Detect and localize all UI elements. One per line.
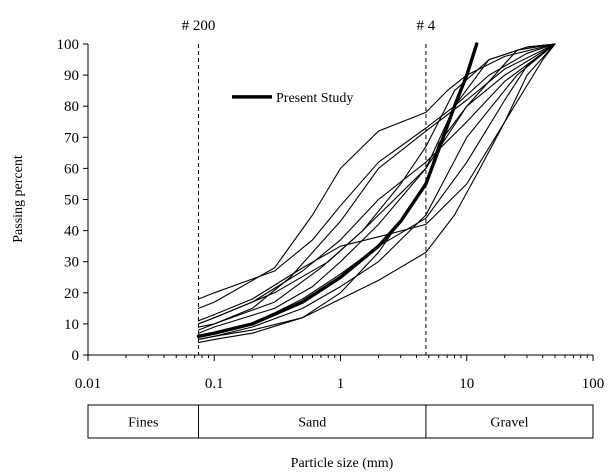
legend-label: Present Study [276,91,353,106]
y-tick-label: 30 [64,255,79,271]
y-tick-label: 80 [64,99,79,115]
gradation-curve [197,43,556,344]
sieve-lines: # 200 # 4 [182,18,436,355]
y-tick-label: 50 [64,193,79,209]
soil-class-label: Sand [298,416,326,431]
y-tick-label: 90 [64,68,79,84]
gradation-curve [197,43,556,325]
y-tick-label: 60 [64,161,79,177]
gradation-curve [197,43,556,340]
y-tick-label: 70 [64,130,79,146]
soil-class-frame [87,404,594,439]
y-tick-label: 20 [64,286,79,302]
gradation-curve [197,43,556,328]
x-tick-label: 0.01 [75,376,101,392]
axes: 0 10 20 30 40 50 60 70 80 90 100 0.01 0.1 1 10 100 [57,37,605,392]
y-axis-title: Passing percent [11,155,26,243]
x-tick-label: 10 [459,376,474,392]
x-axis-title: Particle size (mm) [291,456,394,471]
y-tick-label: 40 [64,224,79,240]
gradation-curve [197,43,556,340]
y-tick-label: 100 [57,37,80,53]
soil-class-label: Gravel [490,416,528,431]
gradation-curves [196,42,556,344]
sieve-label: # 200 [182,18,216,34]
x-tick-label: 1 [337,376,345,392]
legend: Present Study [232,91,353,106]
gradation-curve [197,43,556,325]
soil-class-bar: Fines Sand Gravel [87,404,594,439]
gradation-curve [197,43,556,309]
present-study-curve [196,42,479,338]
x-tick-label: 0.1 [205,376,224,392]
soil-class-label: Fines [128,416,158,431]
y-tick-label: 0 [72,348,80,364]
gradation-curve [197,43,556,322]
gradation-curve [197,43,556,337]
sieve-label: # 4 [417,18,436,34]
x-tick-label: 100 [582,376,605,392]
y-tick-label: 10 [64,317,79,333]
gradation-curve [197,43,556,334]
gradation-curve [197,43,556,331]
